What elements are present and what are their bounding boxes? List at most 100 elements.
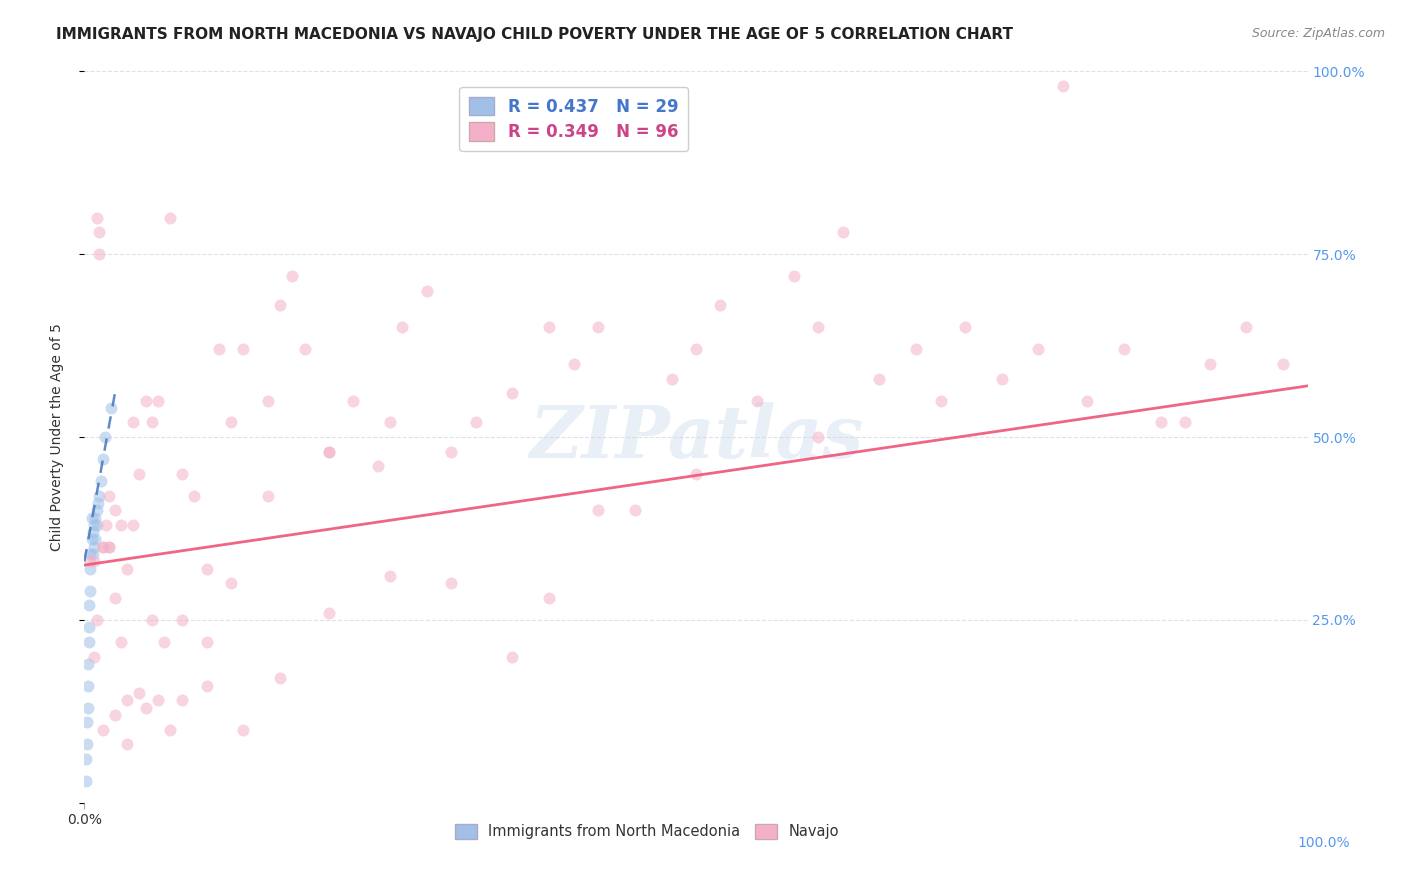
Point	[172, 693, 194, 707]
Point	[83, 517, 105, 532]
Point	[135, 700, 157, 714]
Point	[562, 357, 585, 371]
Point	[195, 562, 218, 576]
Point	[685, 343, 707, 357]
Point	[91, 540, 114, 554]
Point	[807, 320, 830, 334]
Point	[1114, 343, 1136, 357]
Point	[146, 693, 169, 707]
Point	[991, 371, 1014, 385]
Point	[128, 467, 150, 481]
Point	[440, 576, 463, 591]
Point	[685, 467, 707, 481]
Point	[318, 606, 340, 620]
Point	[1150, 416, 1173, 430]
Point	[464, 416, 486, 430]
Point	[97, 540, 120, 554]
Point	[929, 393, 952, 408]
Point	[83, 540, 105, 554]
Point	[75, 752, 97, 766]
Point	[86, 517, 108, 532]
Point	[115, 693, 138, 707]
Point	[172, 467, 194, 481]
Point	[391, 320, 413, 334]
Point	[96, 517, 118, 532]
Point	[80, 533, 103, 547]
Point	[709, 298, 731, 312]
Point	[624, 503, 647, 517]
Point	[502, 386, 524, 401]
Point	[1076, 393, 1098, 408]
Point	[91, 723, 114, 737]
Point	[84, 533, 107, 547]
Point	[232, 343, 254, 357]
Point	[87, 247, 110, 261]
Point	[294, 343, 316, 357]
Point	[172, 613, 194, 627]
Point	[807, 430, 830, 444]
Legend: Immigrants from North Macedonia, Navajo: Immigrants from North Macedonia, Navajo	[447, 816, 846, 847]
Point	[257, 393, 280, 408]
Point	[128, 686, 150, 700]
Point	[75, 773, 97, 788]
Point	[1052, 78, 1074, 93]
Point	[91, 452, 114, 467]
Point	[86, 503, 108, 517]
Point	[183, 489, 205, 503]
Point	[159, 211, 181, 225]
Point	[141, 416, 163, 430]
Point	[831, 225, 853, 239]
Point	[502, 649, 524, 664]
Point	[195, 635, 218, 649]
Point	[76, 715, 98, 730]
Point	[77, 679, 100, 693]
Point	[318, 444, 340, 458]
Point	[380, 416, 402, 430]
Text: Source: ZipAtlas.com: Source: ZipAtlas.com	[1251, 27, 1385, 40]
Point	[141, 613, 163, 627]
Point	[953, 320, 976, 334]
Point	[79, 583, 101, 598]
Point	[110, 635, 132, 649]
Point	[153, 635, 176, 649]
Point	[281, 269, 304, 284]
Point	[83, 649, 105, 664]
Point	[122, 517, 145, 532]
Point	[97, 489, 120, 503]
Point	[86, 211, 108, 225]
Point	[269, 672, 291, 686]
Point	[100, 401, 122, 415]
Point	[79, 547, 101, 561]
Point	[1028, 343, 1050, 357]
Point	[83, 554, 105, 568]
Point	[440, 444, 463, 458]
Point	[269, 298, 291, 312]
Point	[538, 591, 561, 605]
Point	[219, 416, 242, 430]
Point	[869, 371, 891, 385]
Text: ZIPatlas: ZIPatlas	[529, 401, 863, 473]
Point	[135, 393, 157, 408]
Text: 100.0%: 100.0%	[1298, 836, 1350, 850]
Point	[380, 569, 402, 583]
Point	[586, 503, 609, 517]
Point	[1198, 357, 1220, 371]
Point	[115, 562, 138, 576]
Point	[146, 393, 169, 408]
Point	[77, 620, 100, 634]
Point	[77, 635, 100, 649]
Point	[905, 343, 928, 357]
Point	[318, 444, 340, 458]
Point	[80, 510, 103, 524]
Point	[661, 371, 683, 385]
Point	[84, 510, 107, 524]
Point	[77, 700, 100, 714]
Point	[208, 343, 231, 357]
Point	[87, 496, 110, 510]
Point	[90, 474, 112, 488]
Point	[586, 320, 609, 334]
Point	[1236, 320, 1258, 334]
Point	[232, 723, 254, 737]
Point	[195, 679, 218, 693]
Point	[367, 459, 389, 474]
